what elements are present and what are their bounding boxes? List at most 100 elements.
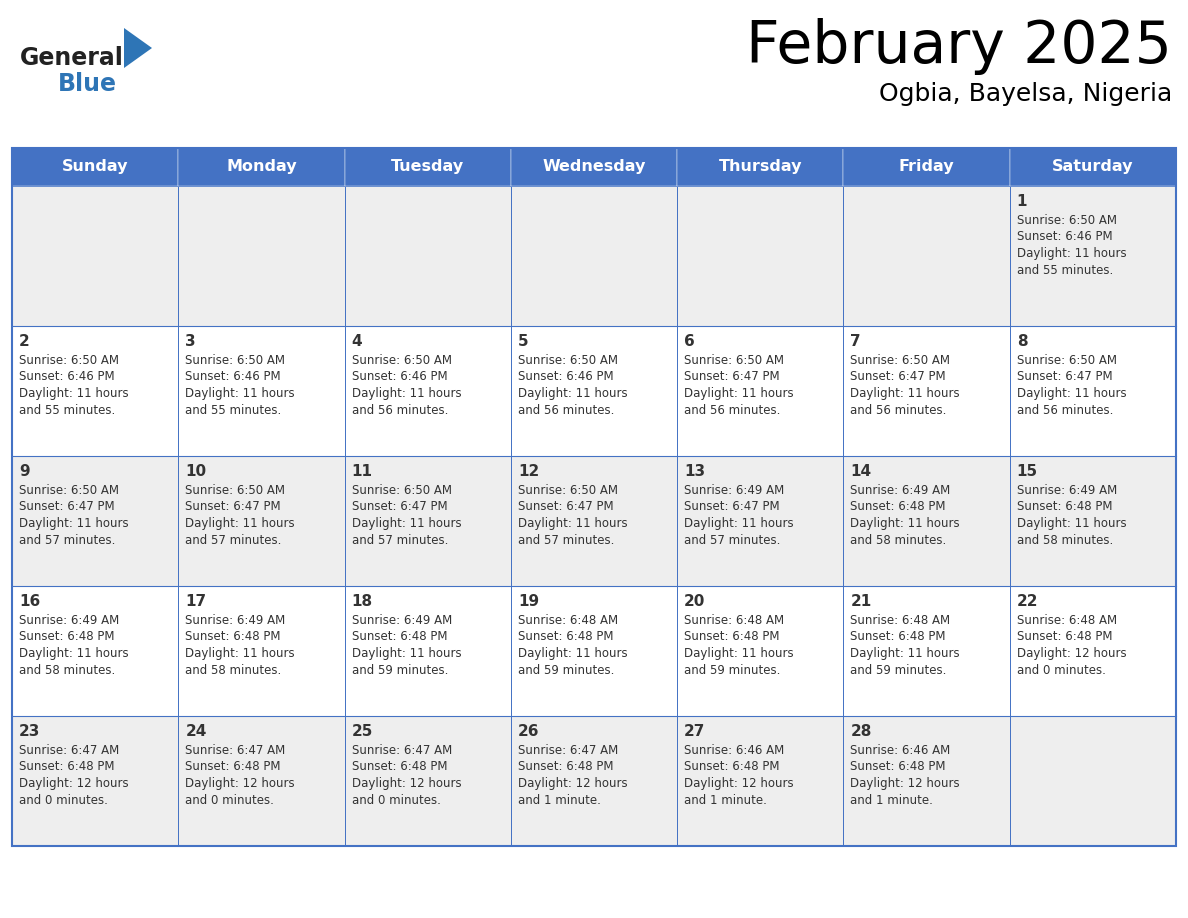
Text: February 2025: February 2025: [746, 18, 1173, 75]
Text: 8: 8: [1017, 334, 1028, 349]
Text: 14: 14: [851, 464, 872, 479]
Bar: [677, 716, 843, 846]
Bar: [178, 148, 345, 186]
Text: Sunrise: 6:50 AM
Sunset: 6:46 PM
Daylight: 11 hours
and 55 minutes.: Sunrise: 6:50 AM Sunset: 6:46 PM Dayligh…: [1017, 214, 1126, 276]
Bar: [12, 148, 178, 186]
Text: Sunrise: 6:50 AM
Sunset: 6:47 PM
Daylight: 11 hours
and 57 minutes.: Sunrise: 6:50 AM Sunset: 6:47 PM Dayligh…: [185, 484, 295, 546]
Bar: [12, 326, 178, 456]
Text: 9: 9: [19, 464, 30, 479]
Text: 18: 18: [352, 594, 373, 609]
Bar: [677, 456, 843, 586]
Text: Sunrise: 6:49 AM
Sunset: 6:48 PM
Daylight: 11 hours
and 58 minutes.: Sunrise: 6:49 AM Sunset: 6:48 PM Dayligh…: [19, 614, 128, 677]
Text: 22: 22: [1017, 594, 1038, 609]
Text: 1: 1: [1017, 194, 1028, 209]
Bar: [511, 716, 677, 846]
Bar: [511, 456, 677, 586]
Text: Sunrise: 6:49 AM
Sunset: 6:48 PM
Daylight: 11 hours
and 58 minutes.: Sunrise: 6:49 AM Sunset: 6:48 PM Dayligh…: [1017, 484, 1126, 546]
Bar: [1010, 716, 1176, 846]
Text: Thursday: Thursday: [719, 160, 802, 174]
Bar: [178, 456, 345, 586]
Text: 28: 28: [851, 724, 872, 739]
Text: 16: 16: [19, 594, 40, 609]
Bar: [511, 326, 677, 456]
Text: 4: 4: [352, 334, 362, 349]
Text: Tuesday: Tuesday: [391, 160, 465, 174]
Text: 25: 25: [352, 724, 373, 739]
Text: Sunrise: 6:48 AM
Sunset: 6:48 PM
Daylight: 11 hours
and 59 minutes.: Sunrise: 6:48 AM Sunset: 6:48 PM Dayligh…: [851, 614, 960, 677]
Text: Sunrise: 6:50 AM
Sunset: 6:47 PM
Daylight: 11 hours
and 56 minutes.: Sunrise: 6:50 AM Sunset: 6:47 PM Dayligh…: [1017, 354, 1126, 417]
Polygon shape: [124, 28, 152, 68]
Text: 26: 26: [518, 724, 539, 739]
Bar: [178, 586, 345, 716]
Text: 21: 21: [851, 594, 872, 609]
Bar: [178, 326, 345, 456]
Text: 19: 19: [518, 594, 539, 609]
Bar: [178, 186, 345, 326]
Bar: [345, 586, 511, 716]
Text: Sunrise: 6:47 AM
Sunset: 6:48 PM
Daylight: 12 hours
and 0 minutes.: Sunrise: 6:47 AM Sunset: 6:48 PM Dayligh…: [185, 744, 295, 807]
Bar: [843, 456, 1010, 586]
Text: Sunrise: 6:48 AM
Sunset: 6:48 PM
Daylight: 11 hours
and 59 minutes.: Sunrise: 6:48 AM Sunset: 6:48 PM Dayligh…: [684, 614, 794, 677]
Text: Sunrise: 6:50 AM
Sunset: 6:46 PM
Daylight: 11 hours
and 56 minutes.: Sunrise: 6:50 AM Sunset: 6:46 PM Dayligh…: [352, 354, 461, 417]
Bar: [511, 186, 677, 326]
Text: Sunrise: 6:47 AM
Sunset: 6:48 PM
Daylight: 12 hours
and 1 minute.: Sunrise: 6:47 AM Sunset: 6:48 PM Dayligh…: [518, 744, 627, 807]
Text: Sunrise: 6:46 AM
Sunset: 6:48 PM
Daylight: 12 hours
and 1 minute.: Sunrise: 6:46 AM Sunset: 6:48 PM Dayligh…: [684, 744, 794, 807]
Text: Monday: Monday: [226, 160, 297, 174]
Bar: [345, 456, 511, 586]
Text: Sunrise: 6:48 AM
Sunset: 6:48 PM
Daylight: 11 hours
and 59 minutes.: Sunrise: 6:48 AM Sunset: 6:48 PM Dayligh…: [518, 614, 627, 677]
Text: Sunrise: 6:50 AM
Sunset: 6:47 PM
Daylight: 11 hours
and 57 minutes.: Sunrise: 6:50 AM Sunset: 6:47 PM Dayligh…: [352, 484, 461, 546]
Text: 2: 2: [19, 334, 30, 349]
Bar: [843, 186, 1010, 326]
Text: Sunrise: 6:50 AM
Sunset: 6:46 PM
Daylight: 11 hours
and 56 minutes.: Sunrise: 6:50 AM Sunset: 6:46 PM Dayligh…: [518, 354, 627, 417]
Text: Ogbia, Bayelsa, Nigeria: Ogbia, Bayelsa, Nigeria: [879, 82, 1173, 106]
Text: Sunrise: 6:47 AM
Sunset: 6:48 PM
Daylight: 12 hours
and 0 minutes.: Sunrise: 6:47 AM Sunset: 6:48 PM Dayligh…: [19, 744, 128, 807]
Text: 13: 13: [684, 464, 706, 479]
Bar: [843, 716, 1010, 846]
Bar: [12, 586, 178, 716]
Text: Sunrise: 6:50 AM
Sunset: 6:47 PM
Daylight: 11 hours
and 56 minutes.: Sunrise: 6:50 AM Sunset: 6:47 PM Dayligh…: [684, 354, 794, 417]
Text: Sunday: Sunday: [62, 160, 128, 174]
Bar: [1010, 456, 1176, 586]
Bar: [345, 716, 511, 846]
Text: Sunrise: 6:48 AM
Sunset: 6:48 PM
Daylight: 12 hours
and 0 minutes.: Sunrise: 6:48 AM Sunset: 6:48 PM Dayligh…: [1017, 614, 1126, 677]
Text: 5: 5: [518, 334, 529, 349]
Text: 17: 17: [185, 594, 207, 609]
Text: 23: 23: [19, 724, 40, 739]
Bar: [677, 148, 843, 186]
Bar: [843, 148, 1010, 186]
Text: General: General: [20, 46, 124, 70]
Bar: [12, 148, 1176, 846]
Bar: [677, 186, 843, 326]
Bar: [12, 186, 178, 326]
Text: 10: 10: [185, 464, 207, 479]
Text: Blue: Blue: [58, 72, 116, 96]
Bar: [178, 716, 345, 846]
Bar: [511, 586, 677, 716]
Text: Sunrise: 6:50 AM
Sunset: 6:46 PM
Daylight: 11 hours
and 55 minutes.: Sunrise: 6:50 AM Sunset: 6:46 PM Dayligh…: [185, 354, 295, 417]
Bar: [12, 456, 178, 586]
Text: Wednesday: Wednesday: [542, 160, 646, 174]
Text: 3: 3: [185, 334, 196, 349]
Bar: [1010, 326, 1176, 456]
Text: Sunrise: 6:50 AM
Sunset: 6:46 PM
Daylight: 11 hours
and 55 minutes.: Sunrise: 6:50 AM Sunset: 6:46 PM Dayligh…: [19, 354, 128, 417]
Text: 27: 27: [684, 724, 706, 739]
Bar: [843, 326, 1010, 456]
Text: Sunrise: 6:49 AM
Sunset: 6:48 PM
Daylight: 11 hours
and 59 minutes.: Sunrise: 6:49 AM Sunset: 6:48 PM Dayligh…: [352, 614, 461, 677]
Text: 15: 15: [1017, 464, 1038, 479]
Bar: [345, 186, 511, 326]
Text: Sunrise: 6:50 AM
Sunset: 6:47 PM
Daylight: 11 hours
and 56 minutes.: Sunrise: 6:50 AM Sunset: 6:47 PM Dayligh…: [851, 354, 960, 417]
Text: 24: 24: [185, 724, 207, 739]
Text: Sunrise: 6:46 AM
Sunset: 6:48 PM
Daylight: 12 hours
and 1 minute.: Sunrise: 6:46 AM Sunset: 6:48 PM Dayligh…: [851, 744, 960, 807]
Bar: [843, 586, 1010, 716]
Text: 6: 6: [684, 334, 695, 349]
Text: Sunrise: 6:47 AM
Sunset: 6:48 PM
Daylight: 12 hours
and 0 minutes.: Sunrise: 6:47 AM Sunset: 6:48 PM Dayligh…: [352, 744, 461, 807]
Bar: [345, 148, 511, 186]
Text: 12: 12: [518, 464, 539, 479]
Text: 20: 20: [684, 594, 706, 609]
Text: 7: 7: [851, 334, 861, 349]
Bar: [12, 716, 178, 846]
Bar: [1010, 586, 1176, 716]
Text: Sunrise: 6:49 AM
Sunset: 6:48 PM
Daylight: 11 hours
and 58 minutes.: Sunrise: 6:49 AM Sunset: 6:48 PM Dayligh…: [851, 484, 960, 546]
Text: Sunrise: 6:49 AM
Sunset: 6:47 PM
Daylight: 11 hours
and 57 minutes.: Sunrise: 6:49 AM Sunset: 6:47 PM Dayligh…: [684, 484, 794, 546]
Bar: [1010, 148, 1176, 186]
